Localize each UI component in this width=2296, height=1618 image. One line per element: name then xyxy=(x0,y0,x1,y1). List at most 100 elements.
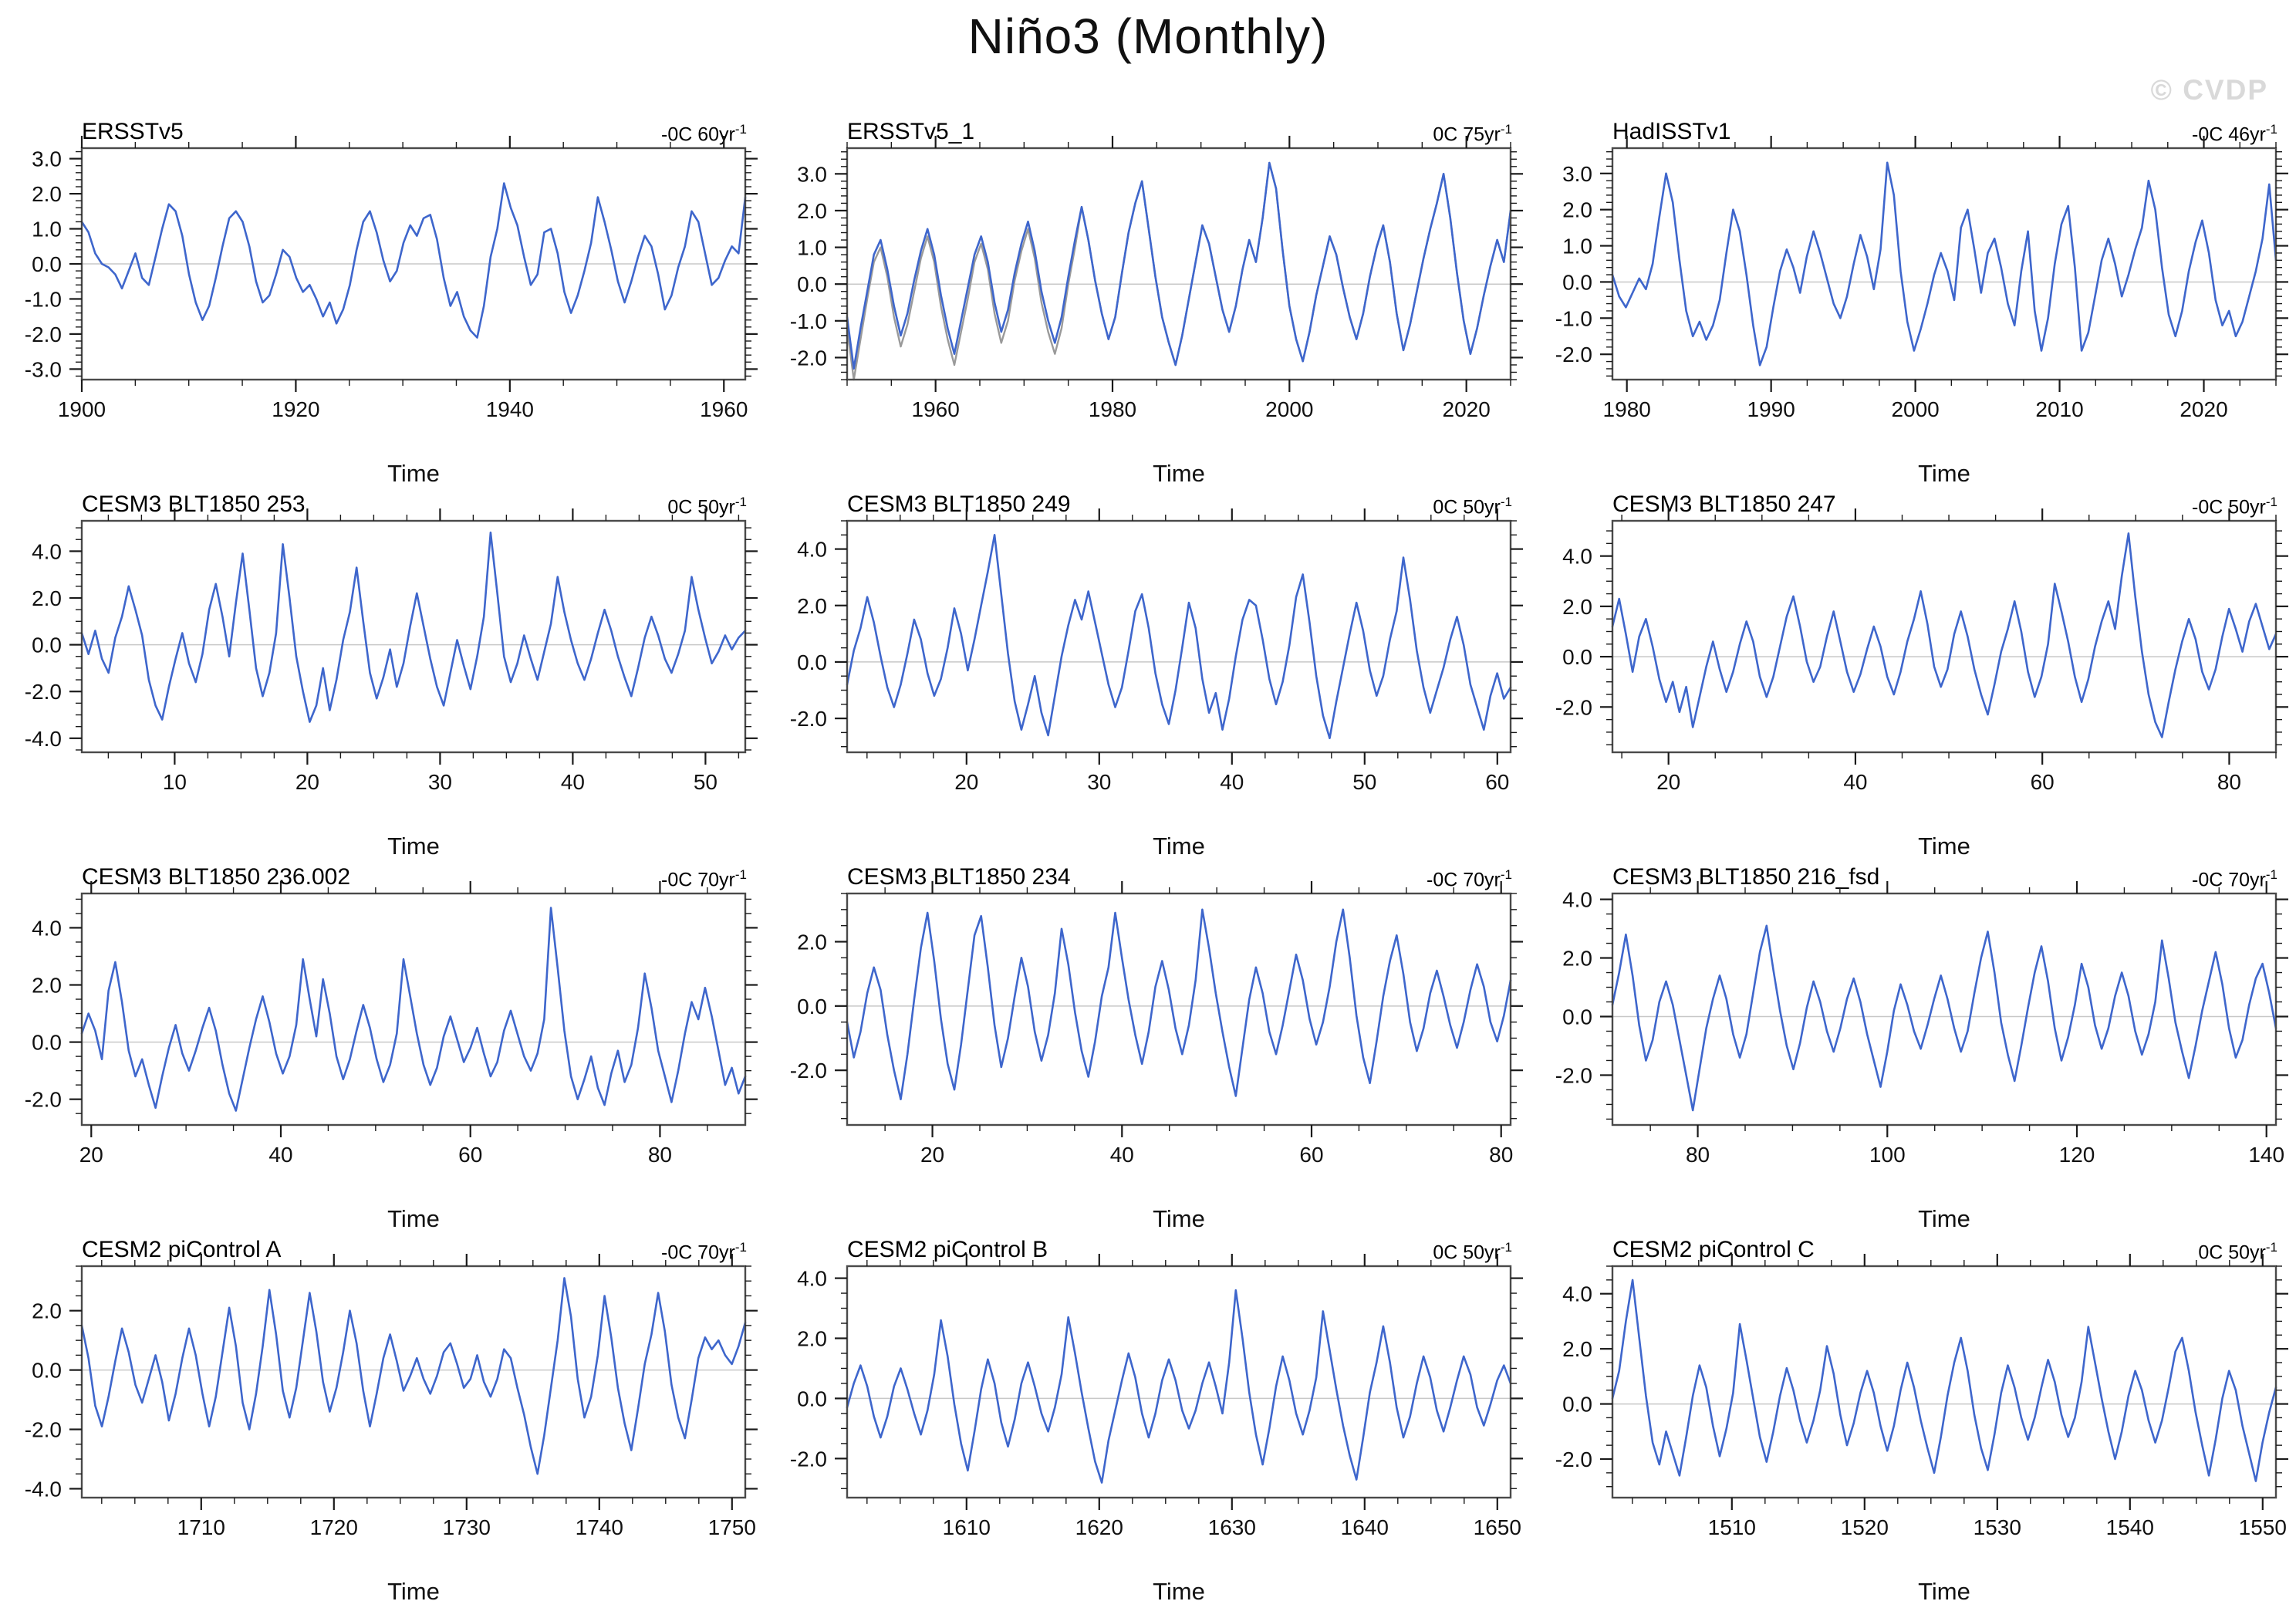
y-tick-label: 3.0 xyxy=(1562,162,1592,186)
panel-trend-stat: -0C 70yr-1 xyxy=(661,1240,747,1264)
y-tick-label: 0.0 xyxy=(797,995,827,1018)
timeseries-plot: 80 100 120 140 -2.0 0.0 2.0 4.0 Time xyxy=(1555,881,2288,1232)
y-tick-label: -1.0 xyxy=(1555,306,1592,330)
timeseries-panel-8: CESM3 BLT1850 234 -0C 70yr-1 20 40 60 80 -2.… xyxy=(770,860,1535,1232)
panel-trend-stat: 0C 75yr-1 xyxy=(1433,122,1512,146)
y-tick-label: -2.0 xyxy=(1555,1063,1592,1087)
x-tick-label: 10 xyxy=(163,770,187,794)
x-axis-title: Time xyxy=(387,833,440,860)
timeseries-plot: 1980 1990 2000 2010 2020 -2.0 -1.0 0.0 1.0 2.0 3.0… xyxy=(1555,136,2288,487)
panel-trend-stat: -0C 46yr-1 xyxy=(2192,122,2277,146)
anomaly-series-line xyxy=(1611,161,2277,366)
x-tick-label: 1520 xyxy=(1841,1515,1889,1539)
x-tick-label: 20 xyxy=(954,770,978,794)
x-axis-title: Time xyxy=(387,1578,440,1605)
x-tick-label: 60 xyxy=(2031,770,2055,794)
y-tick-label: -2.0 xyxy=(790,707,827,731)
plot-box xyxy=(846,892,1512,1127)
anomaly-series-line xyxy=(846,908,1512,1101)
timeseries-plot: 1960 1980 2000 2020 -2.0 -1.0 0.0 1.0 2.0 3.0 Time xyxy=(790,136,1523,487)
x-tick-label: 1610 xyxy=(943,1515,991,1539)
x-tick-label: 120 xyxy=(2059,1143,2095,1167)
x-tick-label: 60 xyxy=(1485,770,1509,794)
panel-title: CESM3 BLT1850 234 xyxy=(847,864,1071,890)
y-tick-label: 0.0 xyxy=(797,272,827,296)
y-tick-label: 4.0 xyxy=(797,1267,827,1291)
x-tick-label: 1650 xyxy=(1474,1515,1521,1539)
x-tick-label: 20 xyxy=(295,770,319,794)
plot-box xyxy=(846,1265,1512,1499)
x-tick-label: 1980 xyxy=(1603,397,1651,421)
y-tick-label: 4.0 xyxy=(797,538,827,562)
x-tick-label: 20 xyxy=(920,1143,944,1167)
y-tick-label: -4.0 xyxy=(25,1477,62,1501)
timeseries-plot: 1510 1520 1530 1540 1550 -2.0 0.0 2.0 4.0 Time xyxy=(1555,1254,2288,1605)
x-tick-label: 1720 xyxy=(310,1515,358,1539)
panel-trend-stat: -0C 70yr-1 xyxy=(1427,867,1512,891)
timeseries-plot: 1900 1920 1940 1960 -3.0 -2.0 -1.0 0.0 1.0 2.0 3.0… xyxy=(25,136,758,487)
x-tick-label: 80 xyxy=(2217,770,2241,794)
panel-trend-stat: 0C 50yr-1 xyxy=(1433,495,1512,519)
y-tick-label: 4.0 xyxy=(1562,1282,1592,1306)
timeseries-panel-9: CESM3 BLT1850 216_fsd -0C 70yr-1 80 100 12… xyxy=(1535,860,2296,1232)
x-tick-label: 2000 xyxy=(1891,397,1939,421)
panel-trend-stat: 0C 50yr-1 xyxy=(1433,1240,1512,1264)
x-tick-label: 1510 xyxy=(1708,1515,1756,1539)
x-tick-label: 100 xyxy=(1869,1143,1906,1167)
x-tick-label: 40 xyxy=(1843,770,1867,794)
y-tick-label: 0.0 xyxy=(32,252,62,276)
x-tick-label: 40 xyxy=(268,1143,292,1167)
panel-title: ERSSTv5_1 xyxy=(847,119,975,144)
panel-title: CESM3 BLT1850 216_fsd xyxy=(1612,864,1880,890)
x-tick-label: 80 xyxy=(1489,1143,1513,1167)
x-tick-label: 1550 xyxy=(2239,1515,2287,1539)
timeseries-panel-1: ERSSTv5 -0C 60yr-1 1900 1920 1940 1960 -3.0 -… xyxy=(5,114,770,487)
x-tick-label: 1630 xyxy=(1208,1515,1256,1539)
timeseries-plot: 20 40 60 80 -2.0 0.0 2.0 4.0 Time xyxy=(25,881,758,1232)
page-title: Niño3 (Monthly) xyxy=(967,8,1329,64)
x-axis-title: Time xyxy=(1918,1205,1970,1232)
plot-box xyxy=(846,147,1512,381)
panel-trend-stat: 0C 50yr-1 xyxy=(667,495,747,519)
x-tick-label: 30 xyxy=(428,770,452,794)
panel-title: CESM3 BLT1850 249 xyxy=(847,491,1071,517)
plot-box xyxy=(1611,147,2277,381)
x-tick-label: 40 xyxy=(1220,770,1244,794)
panel-title: CESM2 piControl B xyxy=(847,1237,1048,1262)
x-tick-label: 1620 xyxy=(1075,1515,1123,1539)
cvdp-watermark: © CVDP xyxy=(2150,74,2268,106)
y-tick-label: 0.0 xyxy=(1562,1005,1592,1029)
y-tick-label: 2.0 xyxy=(1562,198,1592,222)
x-axis-title: Time xyxy=(387,1205,440,1232)
x-axis-title: Time xyxy=(387,460,440,487)
timeseries-panel-6: CESM3 BLT1850 247 -0C 50yr-1 20 40 60 80 -2.… xyxy=(1535,487,2296,860)
y-tick-label: 2.0 xyxy=(32,182,62,206)
y-tick-label: 2.0 xyxy=(32,1299,62,1323)
timeseries-plot: 1710 1720 1730 1740 1750 -4.0 -2.0 0.0 2.0 Time xyxy=(25,1254,758,1605)
y-tick-label: 1.0 xyxy=(1562,235,1592,258)
y-tick-label: -2.0 xyxy=(25,1418,62,1442)
x-axis-title: Time xyxy=(1918,833,1970,860)
x-axis-title: Time xyxy=(1918,1578,1970,1605)
timeseries-panel-10: CESM2 piControl A -0C 70yr-1 1710 1720 173… xyxy=(5,1232,770,1605)
x-axis-title: Time xyxy=(1153,1205,1205,1232)
panel-title: CESM2 piControl C xyxy=(1612,1237,1815,1262)
x-axis-title: Time xyxy=(1153,460,1205,487)
y-tick-label: 3.0 xyxy=(797,162,827,186)
plot-box xyxy=(80,519,747,754)
anomaly-series-line xyxy=(1611,1279,2277,1482)
y-tick-label: -2.0 xyxy=(25,323,62,346)
panel-trend-stat: -0C 70yr-1 xyxy=(2192,867,2277,891)
y-tick-label: 2.0 xyxy=(1562,947,1592,971)
panel-trend-stat: -0C 50yr-1 xyxy=(2192,495,2277,519)
y-tick-label: 2.0 xyxy=(1562,595,1592,619)
x-tick-label: 2020 xyxy=(2180,397,2227,421)
x-tick-label: 1990 xyxy=(1747,397,1795,421)
y-tick-label: 0.0 xyxy=(797,650,827,674)
y-tick-label: 2.0 xyxy=(32,974,62,998)
panel-trend-stat: -0C 60yr-1 xyxy=(661,122,747,146)
plot-box xyxy=(1611,892,2277,1127)
plot-box xyxy=(80,1265,747,1499)
y-tick-label: -4.0 xyxy=(25,727,62,751)
plot-box xyxy=(80,892,747,1127)
